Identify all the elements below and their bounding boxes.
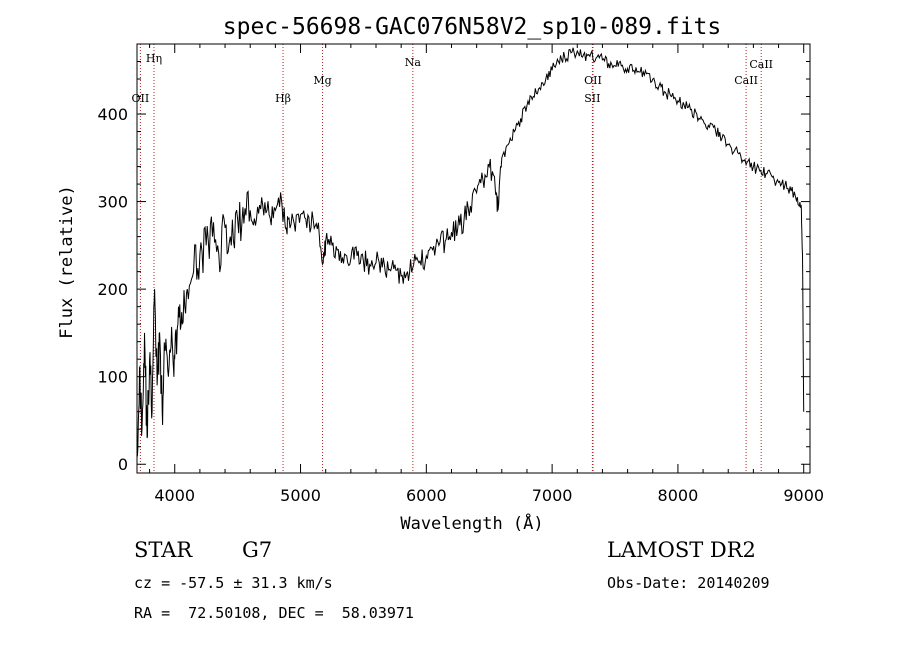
spectral-line-markers: Hη OII Hβ Mg Na OII SII CaII CaII	[132, 44, 773, 473]
y-tick-label: 200	[97, 280, 128, 299]
x-axis-ticks: 4000 5000 6000 7000 8000 9000	[149, 44, 824, 505]
subclass: G7	[242, 538, 273, 562]
coordinates: RA = 72.50108, DEC = 58.03971	[134, 604, 414, 622]
x-tick-label: 9000	[783, 486, 824, 505]
spectral-line-label: CaII	[734, 74, 758, 87]
spectral-line-label: OII	[584, 74, 602, 87]
spectrum-series	[136, 47, 805, 457]
redshift-readout: cz = -57.5 ± 31.3 km/s	[134, 574, 333, 592]
series-line	[136, 47, 805, 457]
y-axis-label: Flux (relative)	[57, 185, 77, 339]
spectral-line-label: CaII	[749, 58, 773, 71]
obs-date: Obs-Date: 20140209	[607, 574, 770, 592]
spectral-line-label: OII	[132, 92, 150, 105]
x-tick-label: 4000	[154, 486, 195, 505]
spectral-line-label: Na	[405, 56, 422, 69]
spectral-line-label: Hβ	[275, 92, 291, 105]
object-class: STAR	[134, 538, 193, 562]
x-tick-label: 8000	[658, 486, 699, 505]
spectral-line-label: SII	[584, 92, 600, 105]
x-tick-label: 6000	[406, 486, 447, 505]
x-tick-label: 5000	[280, 486, 321, 505]
x-tick-label: 7000	[532, 486, 573, 505]
x-axis-label: Wavelength (Å)	[400, 512, 543, 534]
spectral-line-label: Hη	[146, 52, 162, 65]
spectral-line-label: Mg	[313, 74, 331, 87]
y-tick-label: 400	[97, 105, 128, 124]
y-tick-label: 100	[97, 368, 128, 387]
plot-frame	[136, 43, 811, 474]
y-axis-ticks: 0 100 200 300 400	[97, 61, 810, 474]
survey-label: LAMOST DR2	[607, 538, 756, 562]
y-tick-label: 0	[118, 455, 128, 474]
chart-title: spec-56698-GAC076N58V2_sp10-089.fits	[223, 14, 722, 40]
y-tick-label: 300	[97, 193, 128, 212]
